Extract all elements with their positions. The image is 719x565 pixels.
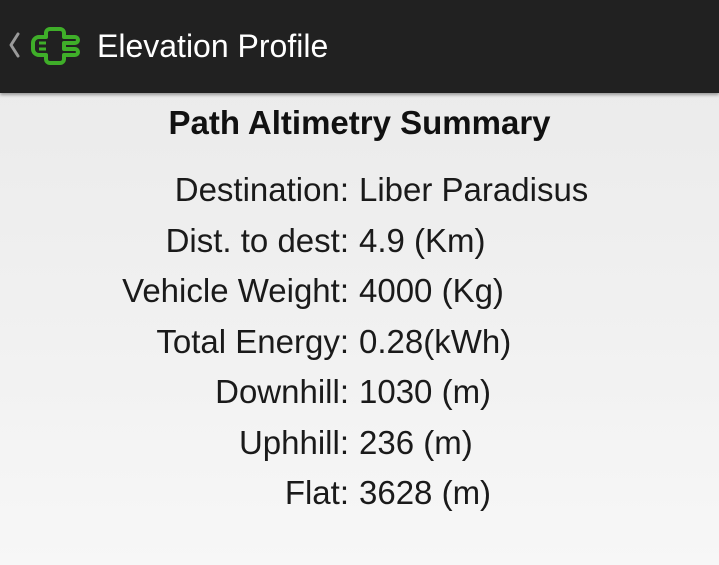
- plug-icon[interactable]: [30, 24, 80, 68]
- row-total-energy: Total Energy: 0.28(kWh): [0, 320, 719, 371]
- total-energy-value: 0.28(kWh): [359, 322, 512, 360]
- distance-label: Dist. to dest:: [165, 221, 349, 259]
- destination-value: Liber Paradisus: [359, 171, 589, 208]
- action-bar: Elevation Profile: [0, 0, 719, 93]
- flat-value: 3628 (m): [359, 474, 492, 511]
- row-downhill: Downhill: 1030 (m): [0, 370, 719, 421]
- total-energy-label: Total Energy:: [156, 322, 349, 360]
- flat-label: Flat:: [284, 474, 349, 511]
- destination-label: Destination:: [174, 171, 349, 208]
- app-title[interactable]: Elevation Profile: [97, 28, 329, 64]
- summary-title: Path Altimetry Summary: [168, 104, 551, 141]
- downhill-label: Downhill:: [215, 373, 349, 410]
- downhill-value: 1030 (m): [359, 373, 492, 410]
- row-destination: Destination: Liber Paradisus: [0, 168, 719, 219]
- row-distance: Dist. to dest: 4.9 (Km): [0, 219, 719, 270]
- chevron-left-icon[interactable]: [7, 30, 21, 60]
- uphill-label: Uphhill:: [238, 423, 349, 461]
- vehicle-weight-label: Vehicle Weight:: [122, 272, 349, 309]
- summary-panel: Path Altimetry Summary Destination: Libe…: [0, 93, 719, 565]
- row-flat: Flat: 3628 (m): [0, 471, 719, 522]
- vehicle-weight-value: 4000 (Kg): [359, 272, 504, 309]
- uphill-value: 236 (m): [359, 423, 473, 461]
- distance-value: 4.9 (Km): [359, 221, 486, 259]
- row-vehicle-weight: Vehicle Weight: 4000 (Kg): [0, 269, 719, 320]
- row-uphill: Uphhill: 236 (m): [0, 421, 719, 472]
- summary-list: Destination: Liber Paradisus Dist. to de…: [0, 168, 719, 522]
